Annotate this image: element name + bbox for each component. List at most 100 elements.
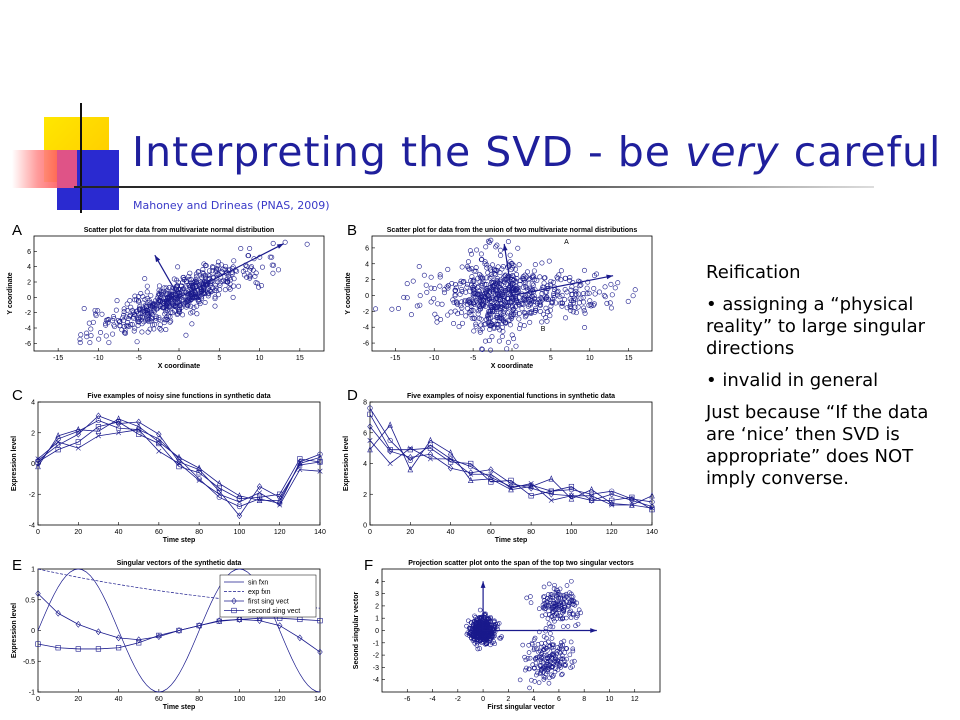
data-point — [168, 293, 174, 299]
data-point — [502, 320, 508, 326]
series-marker — [95, 417, 102, 424]
panel-letter-f: F — [364, 557, 374, 574]
data-point — [544, 599, 549, 604]
data-point — [238, 246, 244, 252]
data-point — [163, 309, 169, 315]
data-point — [476, 283, 482, 289]
series-marker — [176, 453, 182, 460]
data-point — [460, 279, 466, 285]
data-point — [569, 284, 575, 290]
data-point — [146, 316, 152, 322]
citation: Mahoney and Drineas (PNAS, 2009) — [133, 199, 330, 212]
data-point — [497, 278, 503, 284]
series-marker — [367, 405, 373, 411]
data-point — [212, 296, 218, 302]
annotation-b: B — [541, 326, 546, 333]
series-marker — [55, 609, 61, 617]
series-marker — [35, 456, 41, 462]
data-point — [469, 274, 475, 280]
data-point — [496, 338, 502, 344]
series-marker — [568, 495, 575, 502]
data-point — [553, 600, 558, 606]
data-point — [541, 604, 547, 610]
data-point — [573, 291, 579, 297]
data-point — [555, 288, 561, 294]
data-point — [495, 621, 500, 627]
data-point — [547, 307, 553, 313]
chart-d: 0 20 40 60 80 100 120 140 0 2 4 6 8 Five examples of … — [343, 393, 658, 544]
series-marker — [256, 483, 263, 490]
data-point — [510, 281, 516, 287]
data-point — [584, 291, 590, 297]
series-line-4 — [369, 414, 653, 510]
x-tick-label: 40 — [115, 529, 123, 536]
data-point — [563, 662, 568, 667]
panel-letter-d: D — [347, 387, 358, 404]
data-point — [526, 650, 532, 655]
data-point — [557, 650, 563, 656]
data-point — [491, 619, 497, 625]
data-point — [304, 241, 310, 247]
series-marker — [367, 411, 373, 417]
data-point — [421, 272, 427, 278]
data-point — [537, 274, 543, 280]
series-marker — [468, 463, 474, 470]
vector-arrow-2-head — [590, 628, 597, 633]
data-point — [212, 282, 218, 288]
data-point — [479, 281, 485, 287]
data-point — [481, 621, 487, 627]
y-tick-label: -1 — [29, 690, 35, 697]
data-point — [475, 292, 481, 298]
series-marker — [277, 502, 283, 508]
x-tick-label: 0 — [177, 355, 181, 362]
data-point — [509, 332, 515, 338]
series-marker — [317, 468, 323, 474]
y-tick-label: 6 — [27, 249, 31, 256]
data-point — [119, 327, 125, 333]
data-point — [479, 347, 485, 353]
data-point — [270, 270, 276, 276]
data-point — [193, 274, 199, 280]
data-point — [565, 604, 571, 609]
chart-title: Scatter plot for data from the union of … — [387, 227, 638, 234]
data-point — [253, 280, 259, 286]
series-marker — [609, 497, 615, 503]
vector-arrow-1 — [178, 243, 284, 298]
y-tick-label: 0 — [365, 293, 369, 300]
data-point — [470, 308, 476, 314]
series-marker — [609, 488, 615, 494]
data-point — [473, 265, 479, 271]
x-tick-label: 140 — [314, 529, 326, 536]
side-notes: Reification • assigning a “physical real… — [706, 262, 956, 500]
data-point — [511, 306, 517, 312]
data-point — [521, 310, 527, 316]
data-point — [514, 286, 520, 292]
data-point — [477, 327, 483, 333]
panel-b: -15 -10 -5 0 5 10 15 -6 -4 -2 0 2 4 6 Scatter plot for… — [340, 220, 660, 380]
data-point — [492, 280, 498, 286]
data-point — [247, 273, 253, 279]
data-point — [201, 290, 207, 296]
data-point — [551, 603, 557, 609]
data-point — [472, 299, 478, 305]
data-point — [495, 264, 501, 270]
data-point — [562, 650, 568, 655]
series-marker — [277, 491, 283, 497]
data-point — [546, 665, 552, 671]
data-point — [215, 266, 221, 272]
data-point — [494, 313, 500, 319]
series-marker — [196, 470, 202, 476]
data-point — [604, 300, 610, 306]
data-point — [562, 287, 568, 293]
data-point — [191, 304, 197, 310]
data-point — [275, 267, 281, 273]
data-point — [630, 293, 636, 299]
data-point — [160, 305, 166, 311]
series-marker — [75, 646, 81, 652]
data-point — [488, 285, 494, 291]
data-point — [608, 281, 614, 287]
x-tick-label: 60 — [155, 696, 163, 703]
data-point — [180, 312, 186, 318]
data-point — [488, 615, 493, 620]
data-point — [137, 306, 143, 312]
